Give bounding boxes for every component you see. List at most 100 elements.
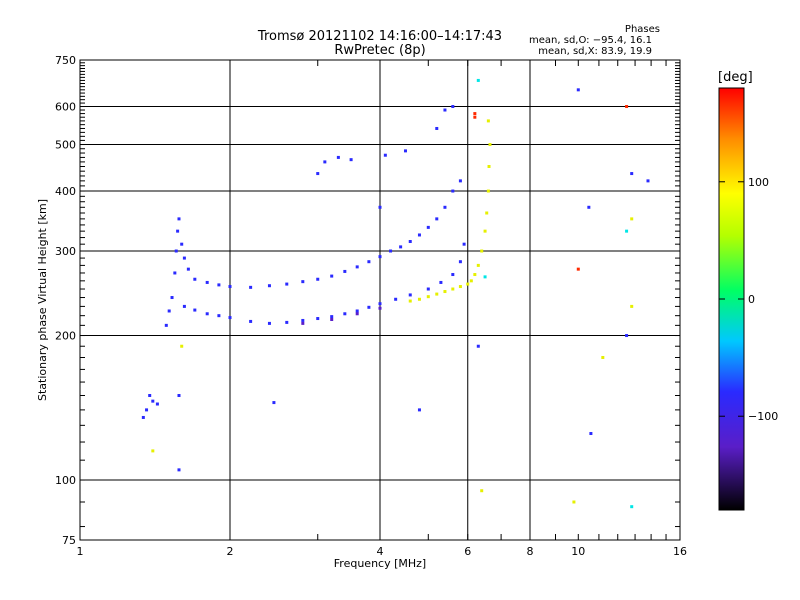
data-point xyxy=(435,217,439,221)
data-point xyxy=(601,355,605,359)
data-point xyxy=(249,319,253,323)
data-point xyxy=(285,282,289,286)
data-point xyxy=(141,415,145,419)
y-axis-label: Stationary phase Virtual Height [km] xyxy=(36,199,49,401)
data-point xyxy=(451,287,455,291)
x-tick-label: 10 xyxy=(571,545,585,558)
data-point xyxy=(443,108,447,112)
phase-stats-x: mean, sd,X: 83.9, 19.9 xyxy=(538,46,652,57)
data-point xyxy=(367,260,371,264)
data-point xyxy=(177,468,181,472)
data-point xyxy=(576,267,580,271)
data-point xyxy=(193,277,197,281)
data-point xyxy=(330,317,334,321)
data-point xyxy=(625,105,629,109)
data-point xyxy=(177,394,181,398)
data-point xyxy=(167,309,171,313)
data-point xyxy=(417,233,421,237)
data-point xyxy=(330,315,334,319)
scatter-points xyxy=(141,78,650,509)
data-point xyxy=(316,277,320,281)
y-tick-label: 600 xyxy=(55,101,76,114)
data-point xyxy=(483,275,487,279)
plot-frame xyxy=(79,59,681,541)
data-point xyxy=(408,240,412,244)
data-point xyxy=(316,172,320,176)
colorbar-ticks: 100 0 −100 xyxy=(719,176,778,423)
data-point xyxy=(399,245,403,249)
data-point xyxy=(451,273,455,277)
data-point xyxy=(170,296,174,300)
data-point xyxy=(476,344,480,348)
data-point xyxy=(435,292,439,296)
data-point xyxy=(151,399,155,403)
data-point xyxy=(173,271,177,275)
data-point xyxy=(249,285,253,289)
data-point xyxy=(367,305,371,309)
data-point xyxy=(177,217,181,221)
data-point xyxy=(417,297,421,301)
data-point xyxy=(458,179,462,183)
data-point xyxy=(323,160,327,164)
data-point xyxy=(630,217,634,221)
data-point xyxy=(403,149,407,153)
data-point xyxy=(285,320,289,324)
data-point xyxy=(155,402,159,406)
data-point xyxy=(182,256,186,260)
data-point xyxy=(148,394,152,398)
data-point xyxy=(151,449,155,453)
x-tick-label: 8 xyxy=(527,545,534,558)
data-point xyxy=(180,242,184,246)
data-point xyxy=(408,293,412,297)
data-point xyxy=(587,205,591,209)
grid xyxy=(80,60,680,540)
y-tick-label: 200 xyxy=(55,330,76,343)
x-tick-label: 1 xyxy=(77,545,84,558)
data-point xyxy=(576,88,580,92)
data-point xyxy=(186,267,190,271)
data-point xyxy=(228,316,232,320)
phase-heading: Phases xyxy=(624,24,660,35)
data-point xyxy=(394,297,398,301)
data-point xyxy=(267,284,271,288)
x-tick-label: 16 xyxy=(673,545,687,558)
data-point xyxy=(389,249,393,253)
data-point xyxy=(355,312,359,316)
data-point xyxy=(193,308,197,312)
data-point xyxy=(630,172,634,176)
x-tick-label: 2 xyxy=(227,545,234,558)
data-point xyxy=(378,302,382,306)
data-point xyxy=(228,285,232,289)
colorbar-tick-label: 100 xyxy=(748,176,769,189)
data-point xyxy=(217,314,221,318)
data-point xyxy=(164,323,168,327)
data-point xyxy=(355,265,359,269)
data-point xyxy=(378,255,382,259)
data-point xyxy=(473,112,477,116)
y-tick-label: 400 xyxy=(55,185,76,198)
y-tick-label: 300 xyxy=(55,245,76,258)
data-point xyxy=(301,280,305,284)
y-tick-label: 500 xyxy=(55,139,76,152)
y-tick-label: 75 xyxy=(62,534,76,547)
data-point xyxy=(443,205,447,209)
data-point xyxy=(488,143,492,147)
data-point xyxy=(343,269,347,273)
data-point xyxy=(205,280,209,284)
chart-title: Tromsø 20121102 14:16:00–14:17:43 xyxy=(257,29,503,44)
data-point xyxy=(426,295,430,299)
data-point xyxy=(630,304,634,308)
data-point xyxy=(378,205,382,209)
data-point xyxy=(301,321,305,325)
data-point xyxy=(343,312,347,316)
data-point xyxy=(330,274,334,278)
data-point xyxy=(572,500,576,504)
colorbar-tick-label: 0 xyxy=(748,293,755,306)
data-point xyxy=(486,119,490,123)
data-point xyxy=(451,189,455,193)
phase-stats-o: mean, sd,O: −95.4, 16.1 xyxy=(529,35,652,46)
data-point xyxy=(480,249,484,253)
data-point xyxy=(408,299,412,303)
axis-ticks: 1 2 4 6 8 10 16 75 100 200 300 400 500 600 750 xyxy=(55,54,687,558)
